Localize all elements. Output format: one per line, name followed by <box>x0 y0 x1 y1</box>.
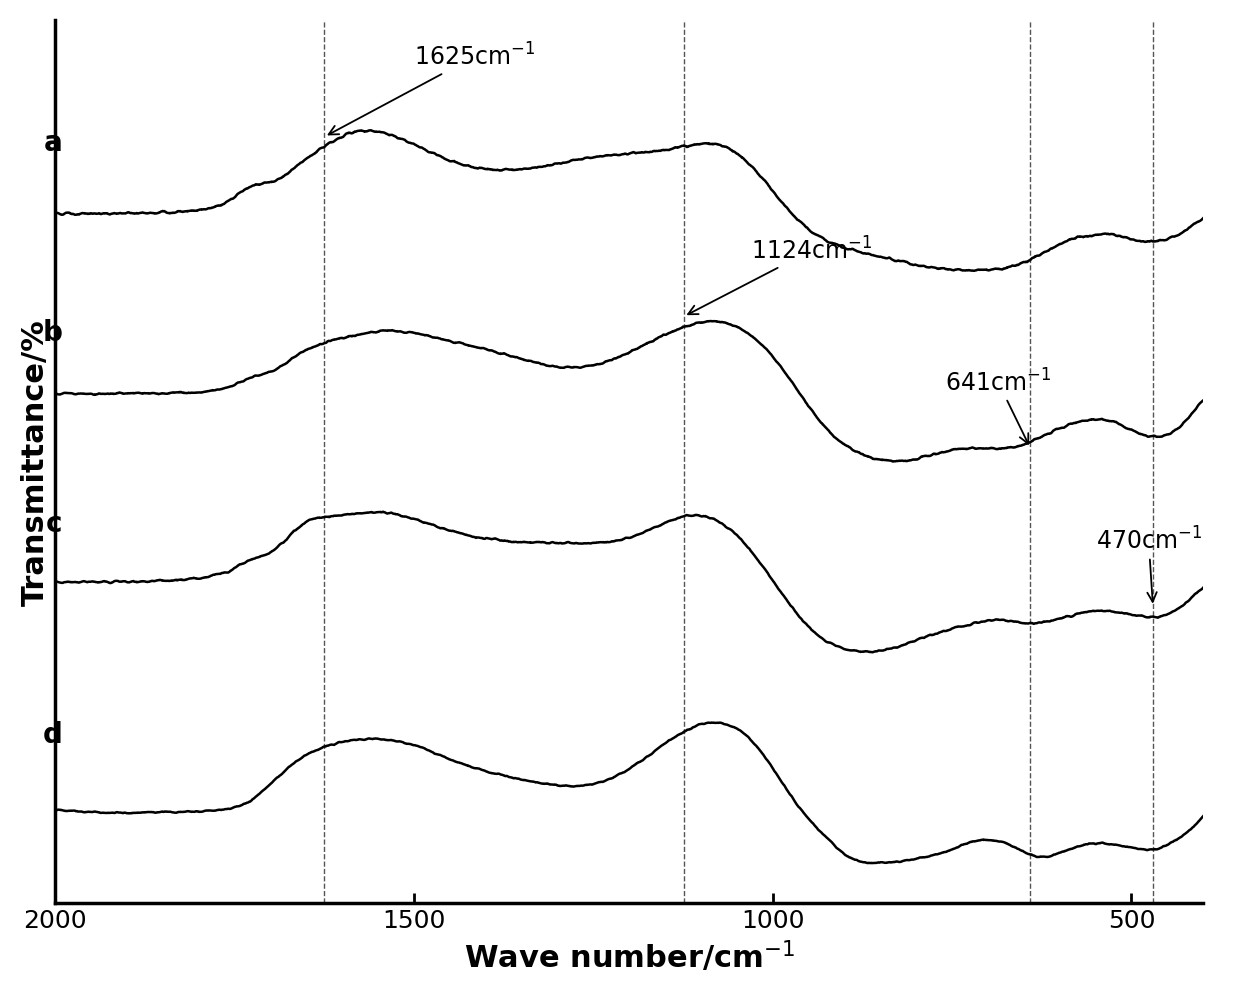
Text: a: a <box>43 128 62 156</box>
X-axis label: Wave number/cm$^{-1}$: Wave number/cm$^{-1}$ <box>464 937 795 973</box>
Y-axis label: Transmittance/%: Transmittance/% <box>21 319 50 605</box>
Text: d: d <box>42 720 62 748</box>
Text: b: b <box>42 319 62 347</box>
Text: 470cm$^{-1}$: 470cm$^{-1}$ <box>1096 527 1202 602</box>
Text: c: c <box>46 510 62 538</box>
Text: 1625cm$^{-1}$: 1625cm$^{-1}$ <box>329 44 536 135</box>
Text: 1124cm$^{-1}$: 1124cm$^{-1}$ <box>688 238 873 315</box>
Text: 641cm$^{-1}$: 641cm$^{-1}$ <box>945 369 1052 444</box>
